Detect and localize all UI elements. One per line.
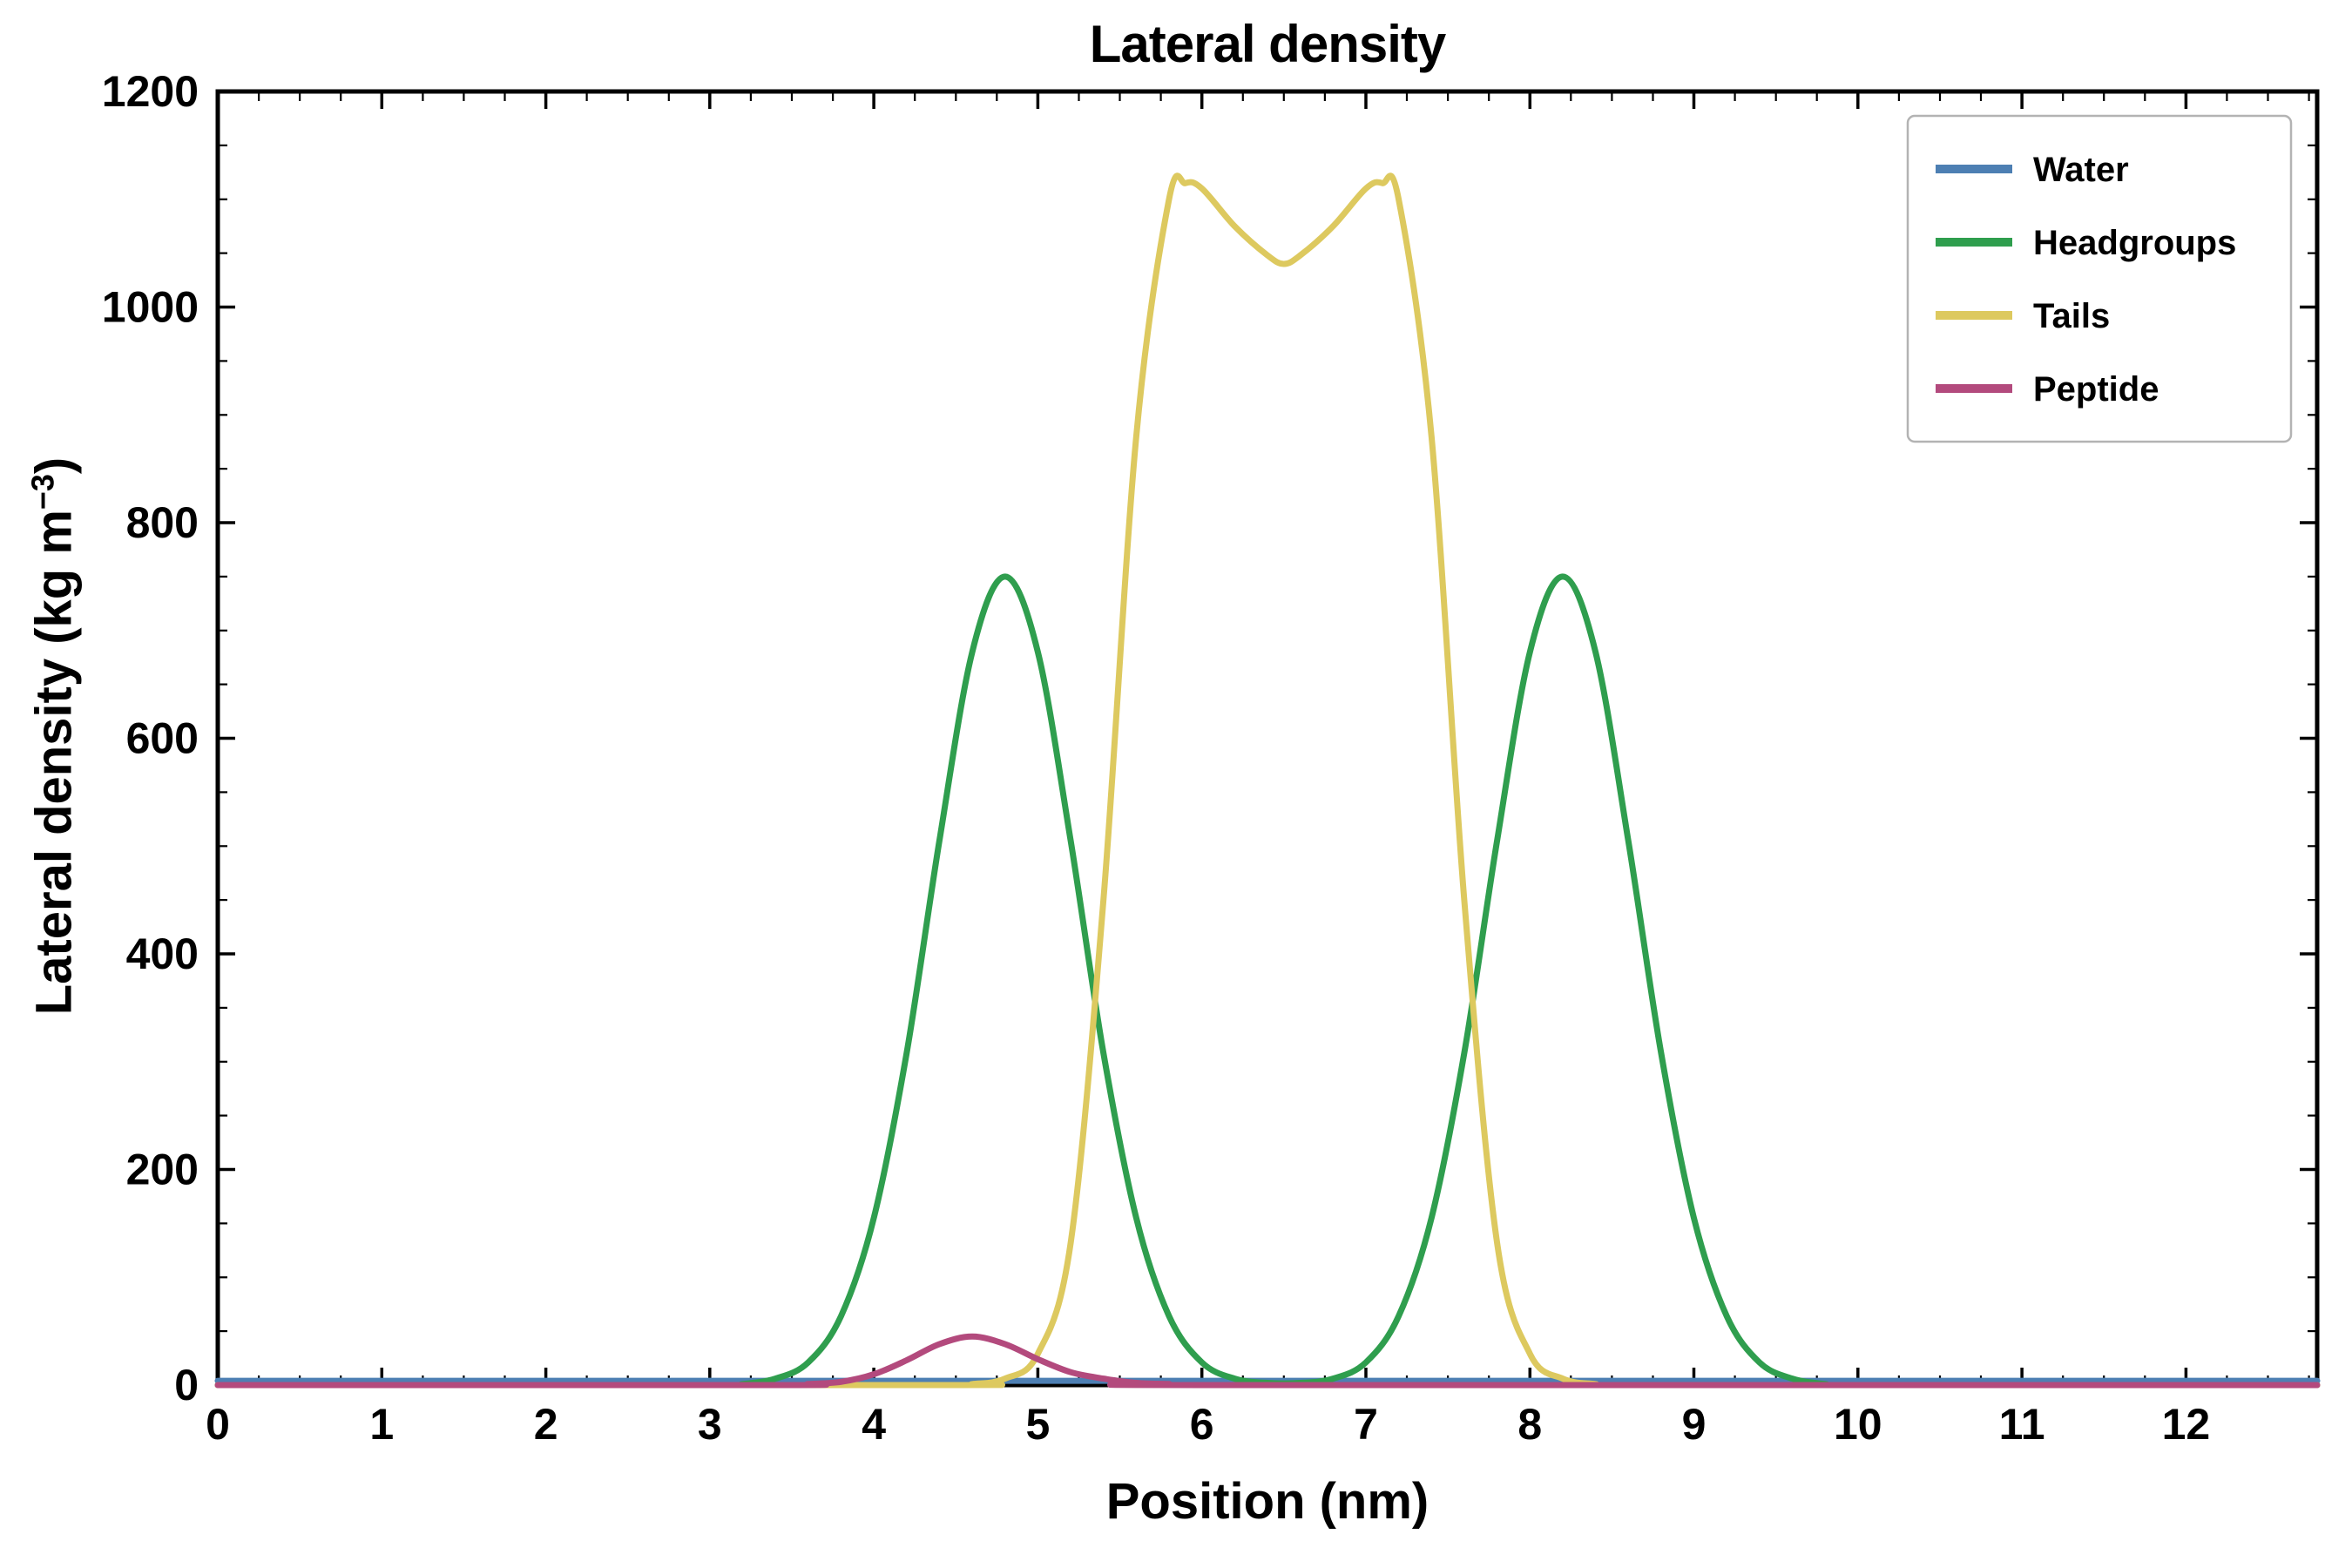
x-tick-label: 3 [698, 1400, 722, 1449]
y-axis-label-main: Lateral density (kg m [25, 510, 83, 1016]
y-tick-label: 1000 [102, 283, 199, 332]
y-tick-labels: 0 200 400 600 800 1000 1200 [102, 67, 199, 1409]
y-tick-label: 200 [126, 1146, 199, 1194]
x-tick-label: 8 [1517, 1400, 1542, 1449]
series-line-tails [214, 172, 2321, 1389]
legend-entry-headgroups: Headgroups [1936, 224, 2236, 262]
x-tick-label: 6 [1190, 1400, 1214, 1449]
legend-label-peptide: Peptide [2033, 370, 2159, 409]
legend-entry-tails: Tails [1936, 297, 2110, 335]
y-tick-label: 1200 [102, 67, 199, 116]
legend: Water Headgroups Tails Peptide [1906, 114, 2293, 443]
x-tick-label: 0 [206, 1400, 230, 1449]
y-axis-label: Lateral density (kg m−3) [24, 457, 83, 1016]
series-line-headgroups [214, 573, 2321, 1389]
x-tick-label: 1 [369, 1400, 394, 1449]
x-tick-label: 4 [862, 1400, 886, 1449]
x-axis-label: Position (nm) [1105, 1473, 1429, 1530]
y-tick-label: 600 [126, 714, 199, 763]
x-tick-label: 11 [1999, 1400, 2045, 1449]
legend-box [1906, 114, 2293, 443]
x-tick-label: 5 [1025, 1400, 1050, 1449]
legend-label-tails: Tails [2033, 297, 2110, 335]
x-tick-label: 12 [2162, 1400, 2211, 1449]
y-tick-label: 400 [126, 929, 199, 978]
legend-label-water: Water [2033, 151, 2129, 189]
y-axis-label-superscript: −3 [24, 474, 61, 510]
x-tick-label: 9 [1682, 1400, 1707, 1449]
ticks [216, 90, 2317, 1387]
y-axis-label-close: ) [25, 456, 83, 475]
x-tick-label: 2 [534, 1400, 558, 1449]
series-line-peptide [214, 1333, 2321, 1389]
chart-title: Lateral density [1089, 15, 1447, 73]
y-tick-label: 800 [126, 498, 199, 547]
y-tick-label: 0 [174, 1361, 199, 1409]
x-tick-label: 7 [1354, 1400, 1378, 1449]
x-tick-label: 10 [1834, 1400, 1882, 1449]
x-tick-labels: 0 1 2 3 4 5 6 7 8 9 10 11 12 [206, 1400, 2210, 1449]
series-lines [214, 172, 2321, 1389]
legend-label-headgroups: Headgroups [2033, 224, 2236, 262]
legend-entry-peptide: Peptide [1936, 370, 2159, 409]
legend-entry-water: Water [1936, 151, 2129, 189]
